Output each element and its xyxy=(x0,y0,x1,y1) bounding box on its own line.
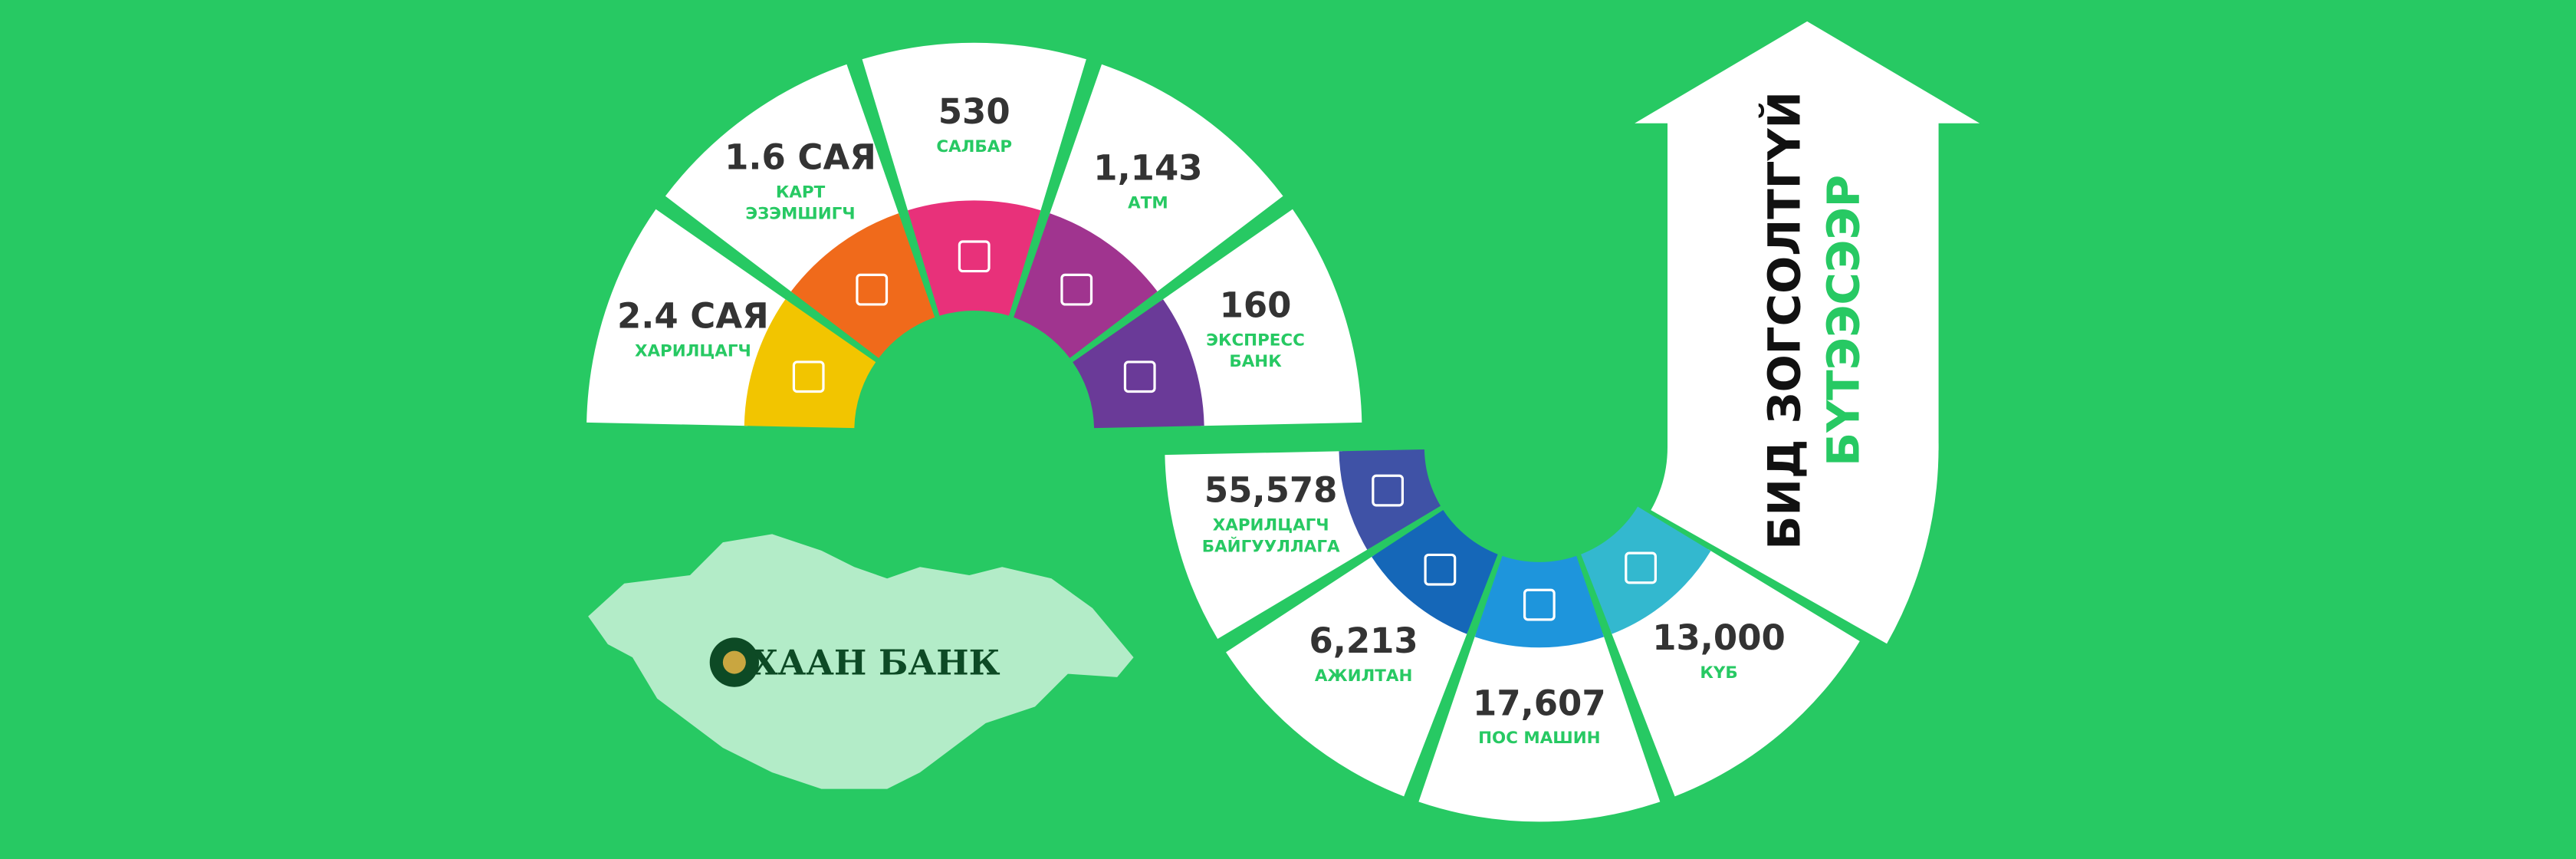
slogan-line-1: БИД ЗОГСОЛТГҮЙ xyxy=(1758,91,1811,550)
stat-value: 55,578 xyxy=(1204,470,1338,511)
segment xyxy=(1610,549,1860,797)
icon-band xyxy=(790,213,935,358)
stat-label: КАРТ xyxy=(776,183,826,202)
icon xyxy=(1625,551,1657,584)
stat-value: 17,607 xyxy=(1473,683,1606,723)
stat-value: 2.4 САЯ xyxy=(617,295,769,336)
stat-value: 530 xyxy=(938,91,1010,132)
slogan-line-2: БҮТЭЭСЭЭР xyxy=(1818,175,1870,466)
icon-band xyxy=(1581,506,1711,634)
icon xyxy=(958,240,991,273)
stat-value: 6,213 xyxy=(1309,620,1418,661)
stat-value: 13,000 xyxy=(1652,617,1786,658)
stat-value: 1,143 xyxy=(1093,148,1202,189)
stat-label: САЛБАР xyxy=(936,137,1012,156)
stat-label: КҮБ xyxy=(1700,663,1737,683)
icon-band xyxy=(1474,555,1605,648)
arrow xyxy=(1635,21,1980,644)
stat-label: ХАРИЛЦАГЧ xyxy=(635,341,751,360)
icon xyxy=(1060,273,1093,306)
segment xyxy=(862,42,1086,214)
icon xyxy=(1123,360,1156,393)
logo-text: ХААН БАНК xyxy=(751,642,1001,683)
segment xyxy=(1418,634,1661,822)
icon-band xyxy=(744,299,876,429)
icon xyxy=(792,360,825,393)
stat-label: АЖИЛТАН xyxy=(1315,666,1413,686)
stat-label: БАНК xyxy=(1229,352,1282,371)
icon-band xyxy=(1339,449,1441,550)
stat-value: 1.6 САЯ xyxy=(724,137,876,178)
icon xyxy=(1372,474,1405,507)
logo-mark xyxy=(709,637,759,687)
stat-label: ХАРИЛЦАГЧ xyxy=(1213,515,1329,535)
icon xyxy=(1424,553,1457,586)
segment xyxy=(665,64,900,294)
segment xyxy=(1160,209,1362,426)
arrow-bend xyxy=(1651,443,1939,644)
stat-label: ПОС МАШИН xyxy=(1478,729,1600,748)
icon-band xyxy=(1014,213,1158,358)
icon-band xyxy=(1372,509,1498,634)
icon xyxy=(1523,588,1556,621)
segment xyxy=(1165,451,1370,640)
icon xyxy=(856,273,889,306)
stat-label: ЭЗЭМШИГЧ xyxy=(745,204,855,223)
stat-value: 160 xyxy=(1220,285,1292,326)
segment xyxy=(1048,64,1283,294)
stat-label: БАЙГУУЛЛАГА xyxy=(1202,536,1340,556)
stat-label: АТМ xyxy=(1128,193,1168,212)
segment xyxy=(586,209,788,426)
segment xyxy=(1226,555,1468,797)
stat-label: ЭКСПРЕСС xyxy=(1206,331,1305,350)
icon-band xyxy=(1073,299,1204,429)
icon-band xyxy=(908,200,1041,316)
map xyxy=(588,534,1134,789)
